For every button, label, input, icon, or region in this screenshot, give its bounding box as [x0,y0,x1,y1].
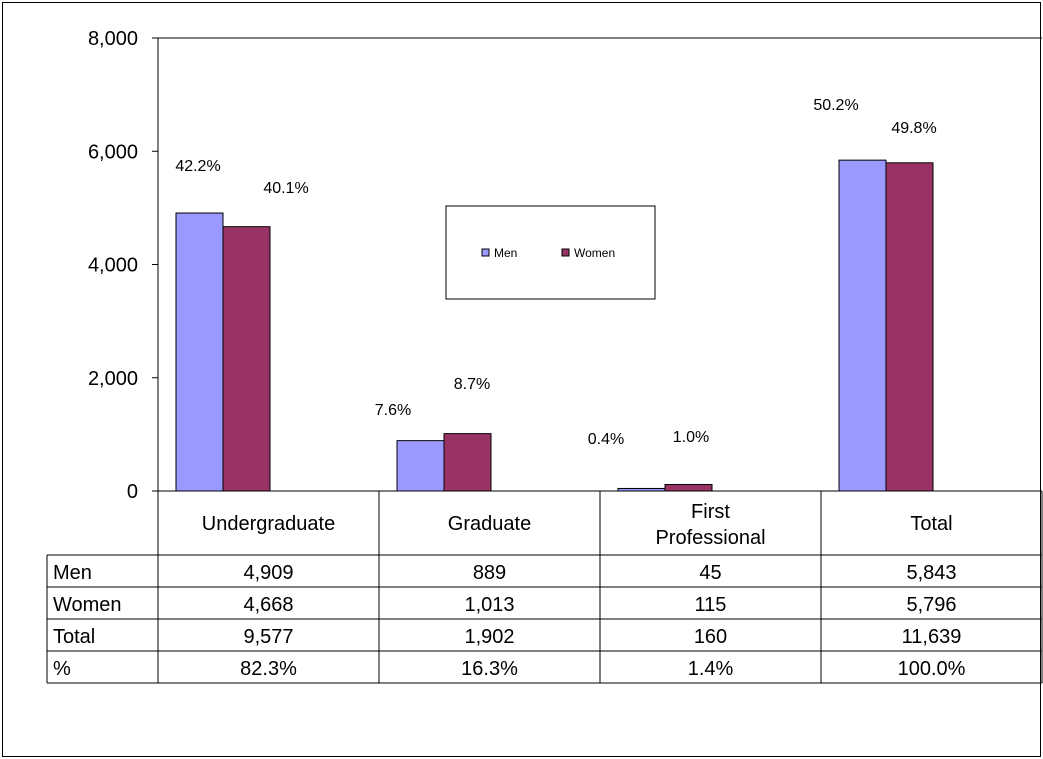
y-tick-label: 0 [127,481,138,503]
data-label-women-1: 8.7% [454,376,490,393]
table-cell-1-3: 5,796 [906,594,956,616]
category-label-1: Graduate [448,513,531,535]
table-cell-3-1: 16.3% [461,658,518,680]
y-tick-label: 6,000 [88,141,138,163]
table-cell-1-2: 115 [695,594,727,616]
table-row-label-2: Total [53,626,95,648]
table-cell-2-0: 9,577 [243,626,293,648]
bar-women-3 [885,162,934,492]
bar-women-1 [443,433,492,492]
data-label-men-0: 42.2% [175,158,220,175]
table-cell-1-0: 4,668 [243,594,293,616]
legend-swatch-women [561,248,570,257]
table-cell-3-2: 1.4% [688,658,734,680]
data-label-men-3: 50.2% [813,97,858,114]
y-tick-label: 2,000 [88,368,138,390]
table-row-label-0: Men [53,562,92,584]
bar-men-0 [175,212,224,492]
bar-women-2 [664,483,713,492]
legend-box [445,205,656,300]
bar-women-0 [222,226,271,492]
bar-men-3 [838,159,887,492]
table-cell-0-1: 889 [473,562,506,584]
table-row-label-1: Women [53,594,122,616]
table-cell-2-1: 1,902 [464,626,514,648]
table-cell-0-2: 45 [699,562,721,584]
table-cell-1-1: 1,013 [464,594,514,616]
table-row-label-3: % [53,658,71,680]
bar-men-1 [396,440,445,492]
legend-swatch-men [481,248,490,257]
data-label-women-3: 49.8% [891,120,936,137]
table-cell-0-0: 4,909 [243,562,293,584]
data-label-men-1: 7.6% [375,402,411,419]
category-label-3: Total [910,513,952,535]
category-label-2-line-1: Professional [655,527,765,549]
legend-label-women: Women [574,246,615,260]
category-label-0: Undergraduate [202,513,335,535]
y-tick-label: 4,000 [88,255,138,277]
table-cell-2-3: 11,639 [902,626,962,648]
table-cell-3-3: 100.0% [898,658,966,680]
data-label-men-2: 0.4% [588,431,624,448]
table-cell-3-0: 82.3% [240,658,297,680]
category-label-2-line-0: First [691,501,730,523]
table-cell-2-2: 160 [694,626,727,648]
table-cell-0-3: 5,843 [906,562,956,584]
legend-label-men: Men [494,246,517,260]
data-label-women-0: 40.1% [263,180,308,197]
data-label-women-2: 1.0% [673,429,709,446]
y-tick-label: 8,000 [88,28,138,50]
